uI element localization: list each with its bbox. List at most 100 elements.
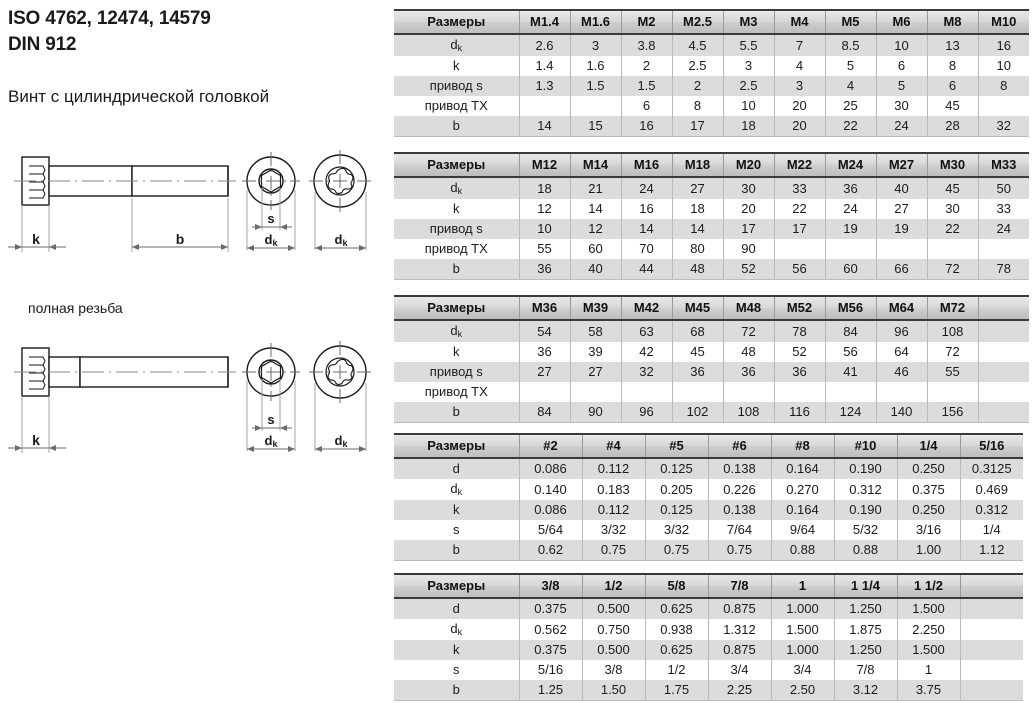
data-cell: 0.112 [582,500,646,520]
data-cell: 1.6 [570,56,622,76]
data-cell: 0.375 [519,640,583,660]
data-cell: 27 [672,177,724,199]
data-cell: 0.112 [582,458,646,479]
data-cell-empty [723,382,775,402]
data-cell: 22 [774,199,826,219]
table-header-row: Размеры M12 M14 M16 M18 M20 M22 M24 M27 M30 M33 [394,152,1029,178]
data-cell: 5/16 [519,660,583,680]
data-cell-empty [960,598,1023,619]
data-cell: 8 [672,96,724,116]
data-cell: 10 [723,96,775,116]
screw-drawing-full-thread: k s d [8,341,371,453]
header-cell-size: #2 [519,433,583,459]
row-label-b: b [394,680,520,701]
table-row: k 12 14 16 18 20 22 24 27 30 33 [394,199,1029,219]
dimension-label-s-full: s [267,412,274,427]
spec-table-container-metric-3: Размеры M36 M39 M42 M45 M48 M52 M56 M64 M72 dk 54 58… [394,295,1029,423]
data-cell: 0.190 [834,500,898,520]
header-cell-size: 1/4 [897,433,961,459]
data-cell: 70 [621,239,673,259]
data-cell-empty [927,382,979,402]
dimension-label-s: s [267,211,274,226]
data-cell: 20 [774,116,826,137]
row-label-k: k [394,500,520,520]
data-cell: 10 [876,34,928,56]
data-cell: 0.140 [519,479,583,500]
data-cell: 17 [774,219,826,239]
table-row: k 0.375 0.500 0.625 0.875 1.000 1.250 1.500 [394,640,1023,660]
data-cell: 1.5 [621,76,673,96]
data-cell: 60 [825,259,877,280]
spec-table-inch-1: Размеры #2 #4 #5 #6 #8 #10 1/4 5/16 d 0.086 0.112 0.… [394,433,1023,561]
data-cell: 14 [672,219,724,239]
data-cell-empty [519,382,571,402]
row-label-k: k [394,342,520,362]
data-cell: 0.500 [582,640,646,660]
data-cell: 1.875 [834,619,898,640]
table-header-row: Размеры M1.4 M1.6 M2 M2.5 M3 M4 M5 M6 M8 M10 [394,9,1029,35]
data-cell: 24 [876,116,928,137]
data-cell: 0.190 [834,458,898,479]
data-cell: 5.5 [723,34,775,56]
data-cell: 2.5 [723,76,775,96]
data-cell: 4.5 [672,34,724,56]
data-cell: 140 [876,402,928,423]
data-cell: 19 [825,219,877,239]
row-label-dk: dk [394,320,520,342]
data-cell: 8 [927,56,979,76]
data-cell: 1.500 [771,619,835,640]
data-cell: 2 [621,56,673,76]
header-cell-size: M5 [825,9,877,35]
table-row: k 1.4 1.6 2 2.5 3 4 5 6 8 10 [394,56,1029,76]
data-cell: 14 [570,199,622,219]
row-label-привод-tx: привод TX [394,96,520,116]
data-cell: 68 [672,320,724,342]
data-cell: 33 [978,199,1029,219]
header-cell-size: M14 [570,152,622,178]
data-cell: 0.88 [771,540,835,561]
header-cell-size: 1/2 [582,573,646,599]
data-cell-empty [570,96,622,116]
table-row: b 84 90 96 102 108 116 124 140 156 [394,402,1029,423]
data-cell: 52 [774,342,826,362]
data-cell: 16 [978,34,1029,56]
table-row: s 5/64 3/32 3/32 7/64 9/64 5/32 3/16 1/4 [394,520,1023,540]
table-header-row: Размеры 3/8 1/2 5/8 7/8 1 1 1/4 1 1/2 [394,573,1023,599]
header-cell-dimensions-label: Размеры [394,9,520,35]
data-cell-empty [960,680,1023,701]
data-cell: 1.312 [708,619,772,640]
data-cell: 7/64 [708,520,772,540]
data-cell-empty [672,382,724,402]
spec-table-inch-2: Размеры 3/8 1/2 5/8 7/8 1 1 1/4 1 1/2 d 0.375 0.50… [394,573,1023,701]
data-cell: 13 [927,34,979,56]
row-label-dk: dk [394,34,520,56]
dimension-label-dk-full: dk [265,433,279,449]
data-cell: 40 [876,177,928,199]
row-label-b: b [394,402,520,423]
data-cell: 0.250 [897,500,961,520]
header-cell-size: M20 [723,152,775,178]
data-cell: 9/64 [771,520,835,540]
data-cell: 84 [825,320,877,342]
data-cell: 1.5 [570,76,622,96]
header-cell-size: M30 [927,152,979,178]
spec-table-container-metric-1: Размеры M1.4 M1.6 M2 M2.5 M3 M4 M5 M6 M8 M10 dk 2.6 3… [394,9,1029,137]
data-cell: 0.138 [708,458,772,479]
data-cell: 36 [519,342,571,362]
data-cell: 78 [774,320,826,342]
table-row: d 0.086 0.112 0.125 0.138 0.164 0.190 0.250 0.31… [394,458,1023,479]
data-cell: 96 [876,320,928,342]
header-cell-size: 3/8 [519,573,583,599]
data-cell: 116 [774,402,826,423]
header-cell-size: 5/16 [960,433,1023,459]
data-cell: 27 [570,362,622,382]
data-cell: 6 [927,76,979,96]
data-cell: 24 [825,199,877,219]
data-cell: 0.086 [519,458,583,479]
table-header-row: Размеры #2 #4 #5 #6 #8 #10 1/4 5/16 [394,433,1023,459]
header-cell-size: M48 [723,295,775,321]
data-cell: 0.183 [582,479,646,500]
data-cell: 50 [978,177,1029,199]
data-cell: 17 [723,219,775,239]
data-cell: 0.75 [582,540,646,561]
